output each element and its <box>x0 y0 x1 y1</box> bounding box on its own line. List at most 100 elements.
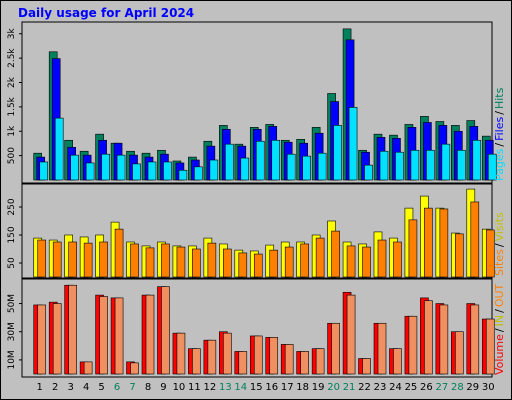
bar <box>240 157 250 181</box>
bar <box>253 253 263 278</box>
bar <box>284 344 294 375</box>
legend-entry: OUT <box>493 283 506 307</box>
x-tick-label: 28 <box>451 382 464 393</box>
x-tick-label: 15 <box>250 382 263 393</box>
x-tick-label: 10 <box>173 382 186 393</box>
x-tick-label: 25 <box>405 382 418 393</box>
bar <box>346 245 356 278</box>
bar <box>395 151 404 181</box>
bar <box>114 297 124 375</box>
bar <box>176 246 186 278</box>
legend: Sites / Visits <box>493 212 506 276</box>
bar <box>315 348 325 375</box>
legend-separator: / <box>493 328 506 332</box>
bar <box>116 154 126 181</box>
legend-entry: Hits <box>493 87 506 109</box>
bar <box>362 358 371 375</box>
bar <box>377 239 387 278</box>
bar <box>426 149 435 181</box>
bar <box>315 237 325 278</box>
bar <box>408 315 418 375</box>
bar <box>377 322 387 375</box>
bar <box>470 304 480 375</box>
bar <box>487 153 497 181</box>
bar <box>439 304 449 375</box>
y-tick-label: 2k <box>7 76 17 88</box>
bar <box>331 322 340 375</box>
bar <box>424 300 433 375</box>
x-tick-label: 22 <box>358 382 371 393</box>
bar <box>302 155 311 181</box>
bar <box>194 166 203 181</box>
y-tick-label: 150 <box>7 226 17 243</box>
bar <box>348 107 358 181</box>
y-tick-label: 250 <box>7 198 17 215</box>
bar <box>52 303 62 375</box>
bar <box>346 294 356 375</box>
y-tick-label: 1.5k <box>7 96 17 116</box>
legend-entry: Visits <box>493 212 506 241</box>
bar <box>178 169 188 181</box>
bar <box>70 154 79 181</box>
bar <box>393 348 402 375</box>
bar <box>238 351 248 375</box>
legend: Volume / IN / OUT <box>493 283 506 375</box>
y-tick-label: 3k <box>7 28 17 40</box>
bar <box>99 241 108 278</box>
y-tick-label: 2.5k <box>7 48 17 68</box>
bar <box>225 143 234 181</box>
x-tick-label: 12 <box>203 382 216 393</box>
bar <box>163 161 172 181</box>
legend-separator: / <box>493 111 506 115</box>
bar <box>145 247 155 278</box>
legend-entry: IN <box>493 315 506 326</box>
bar <box>455 233 464 278</box>
bar <box>83 361 93 375</box>
legend-entry: Files <box>493 116 506 140</box>
x-tick-label: 6 <box>114 382 120 393</box>
legend-entry: Sites <box>493 249 506 276</box>
bar <box>408 219 418 278</box>
x-tick-label: 7 <box>129 382 135 393</box>
bar <box>68 284 77 375</box>
bar <box>271 139 281 181</box>
bar <box>393 241 402 278</box>
bar <box>439 208 449 278</box>
legend-entry: Volume <box>493 334 506 375</box>
y-tick-label: 500 <box>7 147 17 164</box>
bar <box>37 239 47 278</box>
bar <box>161 286 170 375</box>
bar <box>83 242 93 278</box>
bar <box>455 331 464 375</box>
x-tick-label: 11 <box>188 382 201 393</box>
y-tick-label: 50 <box>7 257 17 269</box>
bar <box>207 242 217 278</box>
x-tick-label: 9 <box>160 382 166 393</box>
bar <box>130 243 139 278</box>
bar <box>331 230 340 278</box>
bar <box>37 304 47 375</box>
bar <box>333 125 342 181</box>
legend-entry: Pages <box>493 148 506 181</box>
bar <box>255 140 265 181</box>
x-tick-label: 17 <box>281 382 294 393</box>
x-tick-label: 1 <box>37 382 43 393</box>
bar <box>39 161 49 181</box>
x-tick-label: 26 <box>420 382 433 393</box>
bar <box>457 149 466 181</box>
legend-separator: / <box>493 243 506 247</box>
x-tick-label: 19 <box>312 382 325 393</box>
bar <box>130 362 139 375</box>
x-tick-label: 30 <box>482 382 495 393</box>
legend-separator: / <box>493 143 506 147</box>
x-tick-label: 8 <box>145 382 151 393</box>
bar <box>176 332 186 375</box>
bar <box>99 296 108 375</box>
x-tick-label: 18 <box>296 382 309 393</box>
x-tick-label: 13 <box>219 382 232 393</box>
bar <box>145 294 155 375</box>
bar <box>101 153 110 181</box>
bar <box>364 164 373 181</box>
bar <box>253 335 263 375</box>
